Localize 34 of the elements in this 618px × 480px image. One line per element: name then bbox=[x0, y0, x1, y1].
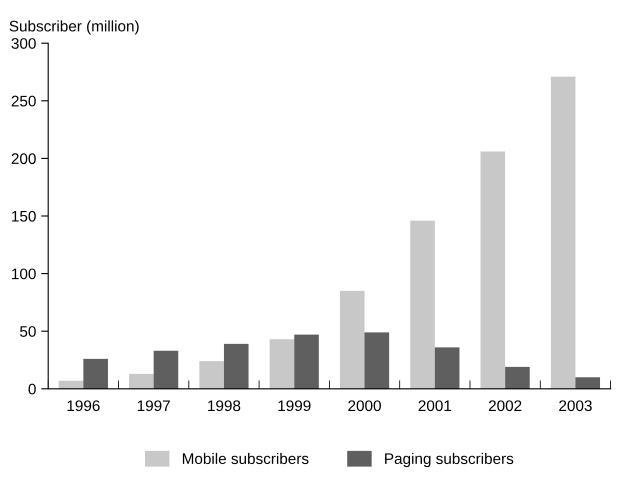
y-tick-label: 300 bbox=[11, 38, 36, 49]
y-tick-label: 50 bbox=[20, 326, 36, 337]
y-axis-title: Subscriber (million) bbox=[10, 20, 139, 35]
x-tick-label: 2002 bbox=[488, 400, 522, 412]
x-tick-label: 2000 bbox=[348, 400, 381, 412]
bar bbox=[575, 377, 600, 389]
bar bbox=[129, 374, 154, 389]
y-tick-label: 200 bbox=[12, 153, 36, 164]
x-tick-label: 1997 bbox=[138, 400, 170, 412]
y-tick-label: 250 bbox=[12, 96, 36, 106]
x-tick-label: 2001 bbox=[418, 400, 452, 412]
y-tick-label: 100 bbox=[12, 268, 36, 280]
bar bbox=[270, 339, 294, 389]
legend-label: Paging subscribers bbox=[385, 452, 514, 468]
bar bbox=[434, 347, 460, 389]
legend-label: Mobile subscribers bbox=[182, 452, 308, 464]
bar bbox=[364, 332, 390, 389]
x-tick-label: 1996 bbox=[68, 400, 100, 412]
bar bbox=[83, 358, 108, 389]
bar bbox=[340, 290, 365, 389]
bar bbox=[294, 334, 319, 389]
bar bbox=[505, 366, 530, 389]
y-tick-label: 150 bbox=[12, 210, 36, 222]
y-tick-label: 0 bbox=[28, 384, 36, 394]
bar bbox=[550, 76, 576, 389]
bar bbox=[154, 350, 178, 389]
bar bbox=[58, 380, 84, 389]
bar bbox=[224, 344, 249, 389]
x-tick-label: 2003 bbox=[559, 400, 592, 412]
bar bbox=[199, 361, 224, 389]
x-tick-label: 1999 bbox=[278, 400, 311, 412]
x-tick-label: 1998 bbox=[208, 400, 240, 412]
bar bbox=[480, 151, 506, 389]
bar bbox=[410, 220, 435, 389]
